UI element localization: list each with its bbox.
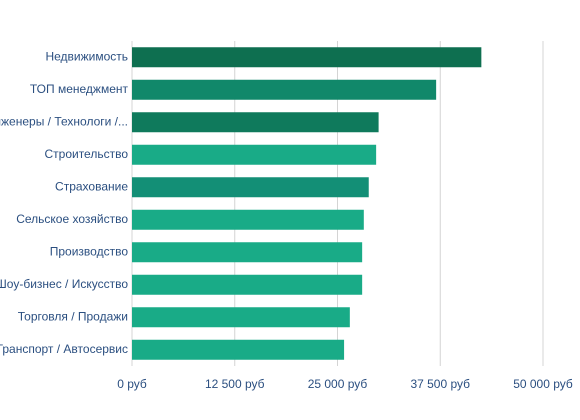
y-tick-label: Транспорт / Автосервис	[0, 342, 128, 356]
bar	[132, 112, 379, 133]
y-tick-label: Производство	[50, 244, 129, 258]
y-tick-label: Инженеры / Технологи /...	[0, 114, 128, 128]
y-tick-label: Сельское хозяйство	[16, 212, 128, 226]
y-tick-label: Шоу-бизнес / Искусство	[0, 277, 128, 291]
x-tick-label: 50 000 руб	[513, 377, 573, 391]
bar	[132, 274, 363, 295]
x-tick-label: 0 руб	[117, 377, 147, 391]
bar	[132, 339, 345, 360]
bar	[132, 79, 437, 100]
bar	[132, 209, 364, 230]
y-tick-label: Торговля / Продажи	[18, 309, 128, 323]
bar	[132, 144, 377, 165]
bar	[132, 47, 482, 68]
bar	[132, 242, 363, 263]
y-tick-label: ТОП менеджмент	[30, 82, 129, 96]
y-tick-label: Недвижимость	[45, 49, 128, 63]
y-tick-label: Страхование	[55, 179, 128, 193]
x-tick-label: 12 500 руб	[205, 377, 265, 391]
x-tick-label: 25 000 руб	[308, 377, 368, 391]
bar	[132, 307, 350, 328]
bar	[132, 177, 369, 198]
x-tick-label: 37 500 руб	[410, 377, 470, 391]
y-tick-label: Строительство	[44, 147, 128, 161]
